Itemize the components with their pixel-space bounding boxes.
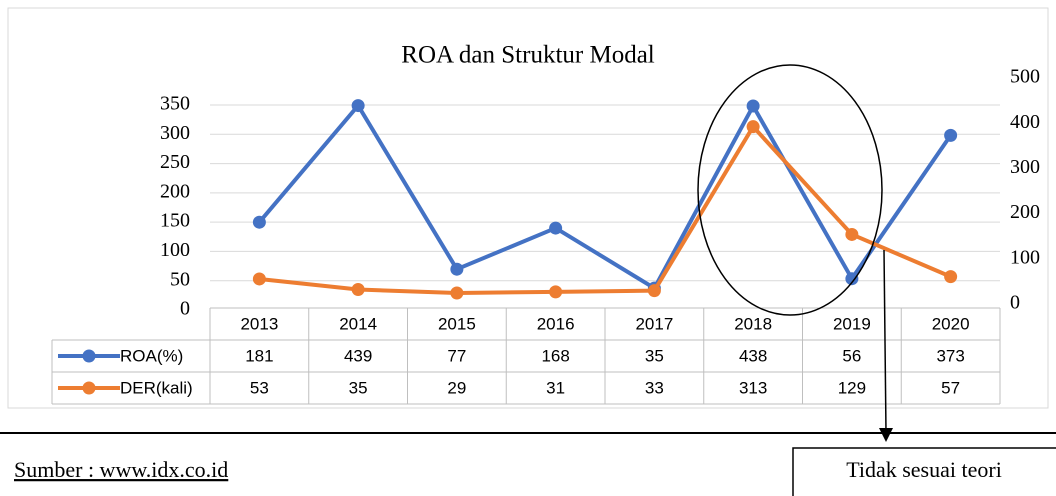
y2-tick-label: 400 xyxy=(1010,111,1040,133)
y-tick-label: 0 xyxy=(180,298,190,320)
y-tick-label: 200 xyxy=(160,180,190,202)
point xyxy=(647,284,661,298)
table-value: 438 xyxy=(739,346,767,365)
x-tick-label: 2017 xyxy=(635,314,673,333)
source: Sumber : www.idx.co.id xyxy=(14,457,228,482)
legend-label: ROA(%) xyxy=(120,346,183,365)
arrow-head xyxy=(879,428,893,442)
table-value: 57 xyxy=(941,378,960,397)
legend-label: DER(kali) xyxy=(120,378,193,397)
point xyxy=(746,99,760,113)
point xyxy=(351,283,365,296)
series-line xyxy=(257,103,953,291)
table-value: 77 xyxy=(447,346,466,365)
y2-tick-label: 300 xyxy=(1010,156,1040,178)
y-tick-label: 100 xyxy=(160,239,190,261)
point xyxy=(252,272,266,286)
arrow-line xyxy=(883,249,887,433)
x-tick-label: 2014 xyxy=(339,314,377,333)
point xyxy=(450,262,464,276)
point xyxy=(549,285,563,299)
point xyxy=(944,128,958,142)
table-value: 33 xyxy=(645,378,664,397)
table-value: 35 xyxy=(349,378,368,397)
y-tick-label: 300 xyxy=(160,122,190,144)
table-value: 129 xyxy=(838,378,866,397)
point xyxy=(845,272,859,286)
point xyxy=(450,286,464,300)
y-tick-label: 150 xyxy=(160,210,190,232)
x-tick-label: 2015 xyxy=(438,314,476,333)
chart-border xyxy=(7,7,1049,409)
y2-tick-label: 100 xyxy=(1010,246,1040,268)
table-value: 31 xyxy=(546,378,565,397)
y-tick-label: 50 xyxy=(170,268,190,290)
point xyxy=(944,270,958,284)
x-tick-label: 2016 xyxy=(537,314,575,333)
table-value: 29 xyxy=(447,378,466,397)
series-line xyxy=(259,124,952,296)
x-tick-label: 2013 xyxy=(240,314,278,333)
legend-marker xyxy=(82,381,96,395)
y-tick-label: 250 xyxy=(160,151,190,173)
table-value: 168 xyxy=(541,346,569,365)
point xyxy=(351,99,365,113)
y-tick-label: 350 xyxy=(160,93,190,115)
y2-tick-label: 200 xyxy=(1010,201,1040,223)
point xyxy=(845,227,859,241)
annotation-box xyxy=(792,447,1056,496)
table-value: 439 xyxy=(344,346,372,365)
point xyxy=(252,215,266,229)
table-value: 35 xyxy=(645,346,664,365)
table-value: 313 xyxy=(739,378,767,397)
table-value: 56 xyxy=(842,346,861,365)
chart-title: ROA dan Struktur Modal xyxy=(401,42,655,69)
y2-tick-label: 500 xyxy=(1010,66,1040,88)
point xyxy=(746,120,760,134)
x-tick-label: 2020 xyxy=(932,314,970,333)
y2-tick-label: 0 xyxy=(1010,292,1020,314)
table-value: 373 xyxy=(936,346,964,365)
point xyxy=(549,221,563,235)
x-tick-label: 2019 xyxy=(833,314,871,333)
table-value: 181 xyxy=(245,346,273,365)
highlight-ellipse xyxy=(697,64,883,316)
annotation: Tidak sesuai teori xyxy=(846,457,1002,482)
legend-marker xyxy=(82,349,96,363)
table-value: 53 xyxy=(250,378,269,397)
x-tick-label: 2018 xyxy=(734,314,772,333)
